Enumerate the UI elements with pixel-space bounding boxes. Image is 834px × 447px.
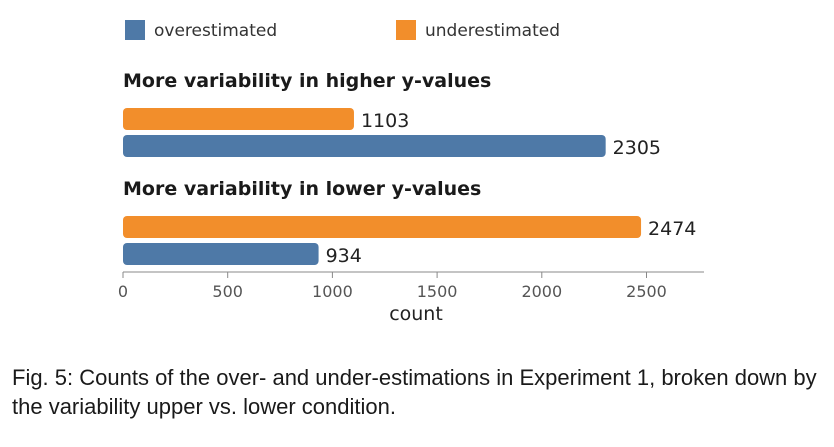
bar-group-1: More variability in higher y-values 1103 2…: [123, 70, 661, 159]
bar-overestimated: [123, 243, 319, 265]
legend-swatch-underestimated: [396, 20, 416, 40]
bar-underestimated: [123, 108, 354, 130]
bar-value-label: 2474: [648, 218, 696, 240]
x-tick-label: 500: [212, 282, 243, 301]
x-tick-label: 2000: [521, 282, 562, 301]
x-axis: 0 500 1000 1500 2000 2500 count: [118, 271, 704, 325]
legend: overestimated underestimated: [125, 20, 560, 41]
group-title: More variability in higher y-values: [123, 70, 491, 92]
x-tick-label: 2500: [626, 282, 667, 301]
bar-group-2: More variability in lower y-values 2474 93…: [123, 178, 696, 267]
legend-swatch-overestimated: [125, 20, 145, 40]
bar-groups: More variability in higher y-values 1103 2…: [123, 70, 696, 267]
bar-value-label: 934: [326, 245, 362, 267]
legend-label-underestimated: underestimated: [425, 21, 560, 41]
x-tick-label: 1500: [417, 282, 458, 301]
bar-overestimated: [123, 135, 606, 157]
x-tick-label: 0: [118, 282, 128, 301]
figure-caption: Fig. 5: Counts of the over- and under-es…: [12, 365, 817, 419]
x-tick-label: 1000: [312, 282, 353, 301]
group-title: More variability in lower y-values: [123, 178, 481, 200]
bar-chart: overestimated underestimated More variabi…: [118, 20, 704, 325]
legend-label-overestimated: overestimated: [154, 21, 277, 41]
bar-value-label: 2305: [613, 137, 661, 159]
x-axis-title: count: [389, 303, 443, 325]
bar-underestimated: [123, 216, 642, 238]
bar-value-label: 1103: [361, 110, 409, 132]
